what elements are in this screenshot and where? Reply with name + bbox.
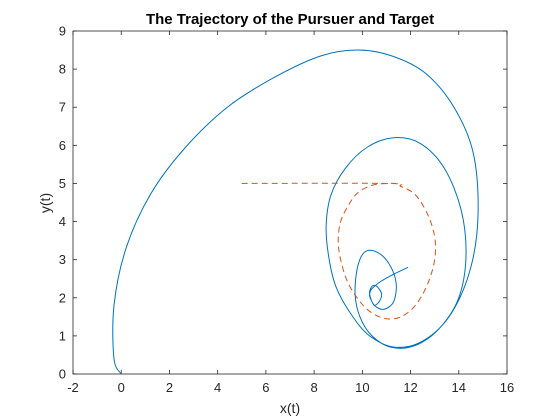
y-axis-label: y(t) — [37, 193, 53, 213]
y-tick-label: 5 — [59, 176, 66, 191]
y-tick-label: 3 — [59, 252, 66, 267]
pursuer-trajectory-line — [112, 49, 479, 375]
x-tick-label: 6 — [262, 380, 269, 395]
y-tick-label: 8 — [59, 62, 66, 77]
x-tick-label: 14 — [452, 380, 466, 395]
y-tick-label: 0 — [59, 367, 66, 382]
y-tick-label: 6 — [59, 138, 66, 153]
y-tick-label: 1 — [59, 328, 66, 343]
y-tick-label: 9 — [59, 24, 66, 39]
x-tick-label: 12 — [403, 380, 417, 395]
chart-title: The Trajectory of the Pursuer and Target — [146, 11, 434, 28]
x-tick-label: 4 — [214, 380, 221, 395]
x-tick-label: 10 — [355, 380, 369, 395]
x-tick-label: 8 — [310, 380, 317, 395]
axes-box — [72, 30, 508, 375]
x-tick-label: 16 — [500, 380, 514, 395]
y-tick-label: 2 — [59, 290, 66, 305]
y-tick-label: 4 — [59, 214, 66, 229]
x-tick-label: 0 — [118, 380, 125, 395]
x-axis-label: x(t) — [280, 400, 300, 416]
x-tick-label: 2 — [166, 380, 173, 395]
x-tick-label: -2 — [67, 380, 79, 395]
y-tick-label: 7 — [59, 100, 66, 115]
target-trajectory-line — [241, 182, 437, 320]
